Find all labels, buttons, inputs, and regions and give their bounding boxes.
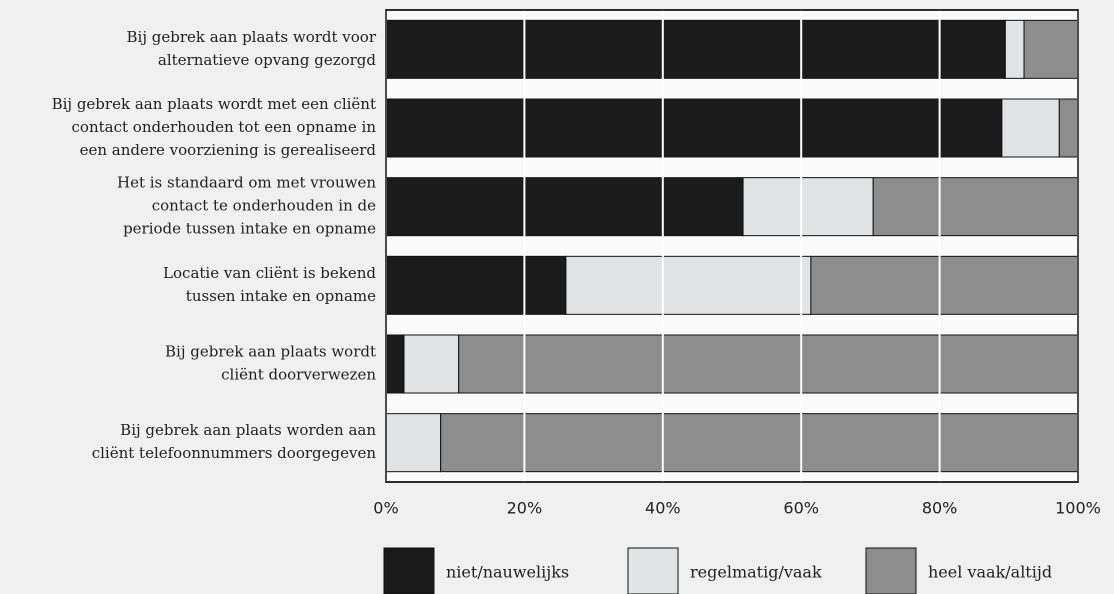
bar-segment bbox=[385, 334, 405, 394]
category-label: Bij gebrek aan plaats wordt voor bbox=[127, 28, 377, 46]
bar-segment bbox=[385, 413, 442, 473]
bar-segment bbox=[440, 413, 1079, 473]
legend-label: heel vaak/altijd bbox=[928, 563, 1052, 582]
bar-segment bbox=[1023, 19, 1079, 79]
category-label: Bij gebrek aan plaats wordt met een clië… bbox=[52, 95, 376, 113]
bar-segment bbox=[565, 255, 812, 315]
category-label: Bij gebrek aan plaats wordt bbox=[165, 343, 376, 361]
category-label: periode tussen intake en opname bbox=[123, 220, 376, 238]
x-tick-label: 0% bbox=[373, 499, 398, 518]
bar-segment bbox=[742, 177, 874, 237]
category-label: Locatie van cliënt is bekend bbox=[163, 264, 376, 282]
x-tick-label: 100% bbox=[1055, 499, 1101, 518]
bar-segment bbox=[403, 334, 460, 394]
category-label: contact onderhouden tot een opname in bbox=[72, 118, 377, 136]
category-label: cliënt doorverwezen bbox=[221, 366, 376, 384]
bar-segment bbox=[385, 177, 744, 237]
bar-segment bbox=[1001, 98, 1060, 158]
bar-segment bbox=[385, 19, 1006, 79]
legend-label: regelmatig/vaak bbox=[690, 563, 822, 582]
legend-swatch bbox=[627, 547, 679, 594]
x-tick-label: 60% bbox=[783, 499, 819, 518]
category-label: Het is standaard om met vrouwen bbox=[117, 174, 376, 192]
plot-area bbox=[385, 9, 1079, 483]
bar-segment bbox=[872, 177, 1079, 237]
category-label: tussen intake en opname bbox=[186, 287, 376, 305]
bar-segment bbox=[385, 98, 1003, 158]
category-label: alternatieve opvang gezorgd bbox=[158, 51, 377, 69]
category-label: contact te onderhouden in de bbox=[152, 197, 376, 215]
bar-segment bbox=[1058, 98, 1079, 158]
category-label: een andere voorziening is gerealiseerd bbox=[80, 141, 377, 159]
x-tick-label: 20% bbox=[507, 499, 543, 518]
category-label: cliënt telefoonnummers doorgegeven bbox=[92, 444, 377, 462]
category-label: Bij gebrek aan plaats worden aan bbox=[120, 421, 376, 439]
x-tick-label: 40% bbox=[645, 499, 681, 518]
legend-swatch bbox=[865, 547, 917, 594]
x-tick-label: 80% bbox=[922, 499, 958, 518]
bar-segment bbox=[385, 255, 567, 315]
legend-label: niet/nauwelijks bbox=[446, 563, 569, 582]
bar-segment bbox=[1004, 19, 1025, 79]
bar-segment bbox=[810, 255, 1079, 315]
legend-swatch bbox=[383, 547, 435, 594]
bar-segment bbox=[458, 334, 1079, 394]
plot-frame bbox=[385, 9, 1079, 483]
